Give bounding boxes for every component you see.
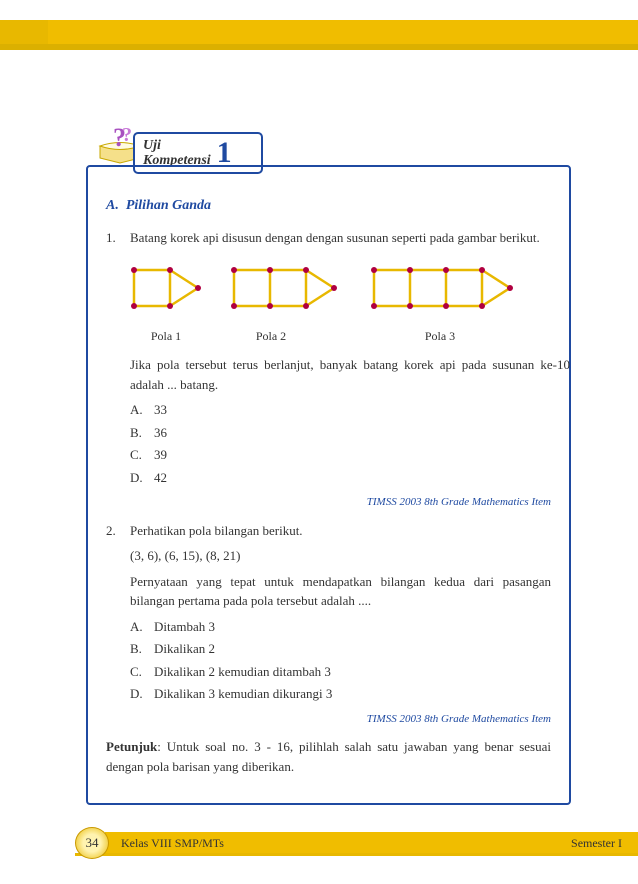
header-bar xyxy=(0,20,638,48)
q2-opt-c: Dikalikan 2 kemudian ditambah 3 xyxy=(154,662,331,682)
instruction: Petunjuk: Untuk soal no. 3 - 16, pilihla… xyxy=(106,737,551,776)
pola1-label: Pola 1 xyxy=(130,327,202,345)
pola2-label: Pola 2 xyxy=(202,327,340,345)
q1-opt-c: 39 xyxy=(154,445,167,465)
q1-opt-a: 33 xyxy=(154,400,167,420)
q2-number: 2. xyxy=(106,521,130,707)
q2-opt-a: Ditambah 3 xyxy=(154,617,215,637)
q2-opt-b: Dikalikan 2 xyxy=(154,639,215,659)
footer-semester: Semester I xyxy=(571,836,622,851)
q1-opt-b: 36 xyxy=(154,423,167,443)
q1-text: Batang korek api disusun dengan dengan s… xyxy=(130,228,570,248)
svg-text:?: ? xyxy=(122,124,132,146)
pola3-label: Pola 3 xyxy=(340,327,540,345)
q2-text1: Perhatikan pola bilangan berikut. xyxy=(130,521,551,541)
q1-number: 1. xyxy=(106,228,130,490)
instruction-text: : Untuk soal no. 3 - 16, pilihlah salah … xyxy=(106,739,551,774)
page-number-badge: 34 xyxy=(75,827,109,859)
content-box: A. Pilihan Ganda 1. Batang korek api dis… xyxy=(86,165,571,805)
uji-label: Uji xyxy=(143,138,161,153)
q2-opt-d: Dikalikan 3 kemudian dikurangi 3 xyxy=(154,684,332,704)
footer-bar: 34 Kelas VIII SMP/MTs Semester I xyxy=(75,830,638,856)
chapter-number: 1 xyxy=(217,138,232,168)
q2-pairs: (3, 6), (6, 15), (8, 21) xyxy=(130,546,551,566)
section-title: A. Pilihan Ganda xyxy=(106,195,551,216)
question-2: 2. Perhatikan pola bilangan berikut. (3,… xyxy=(106,521,551,728)
footer-class: Kelas VIII SMP/MTs xyxy=(121,836,224,851)
question-1: 1. Batang korek api disusun dengan denga… xyxy=(106,228,551,511)
q2-text2: Pernyataan yang tepat untuk mendapatkan … xyxy=(130,572,551,611)
matchstick-diagram: Pola 1 Pola 2 Pola 3 xyxy=(130,258,570,346)
q2-source: TIMSS 2003 8th Grade Mathematics Item xyxy=(106,711,551,728)
q1-opt-d: 42 xyxy=(154,468,167,488)
q1-source: TIMSS 2003 8th Grade Mathematics Item xyxy=(106,494,551,511)
q1-after: Jika pola tersebut terus berlanjut, bany… xyxy=(130,355,570,394)
instruction-label: Petunjuk xyxy=(106,739,157,754)
